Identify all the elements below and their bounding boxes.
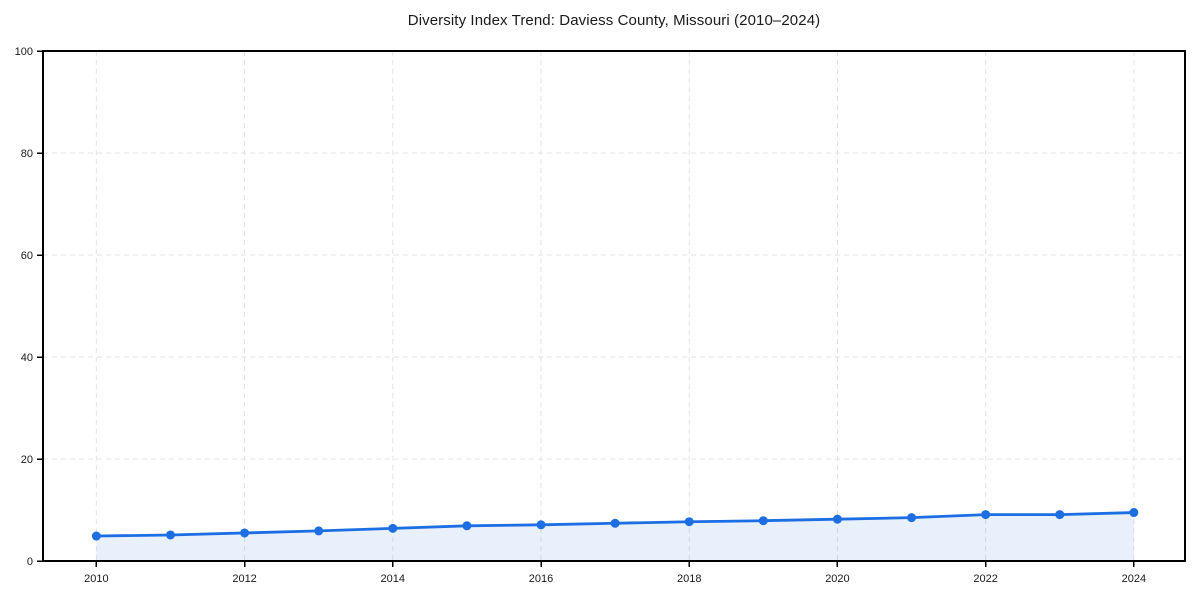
y-tick-label: 80 [21,148,33,160]
x-tick-label: 2016 [529,573,553,585]
x-tick-label: 2018 [677,573,701,585]
x-tick-label: 2022 [973,573,997,585]
chart-title: Diversity Index Trend: Daviess County, M… [407,12,821,29]
y-tick-label: 40 [21,352,33,364]
x-tick-label: 2010 [84,573,108,585]
y-tick-label: 0 [27,556,33,568]
data-point [1129,508,1139,518]
data-point [240,528,250,538]
x-tick-label: 2020 [825,573,849,585]
data-point [165,530,175,540]
y-tick-label: 60 [21,250,33,262]
plot-border [42,50,1186,562]
data-point [907,513,917,523]
data-point [388,523,398,533]
x-tick-label: 2012 [232,573,256,585]
data-point [462,521,472,531]
data-point [91,531,101,541]
y-tick-label: 100 [15,46,33,58]
data-point [981,510,991,520]
data-point [758,516,768,526]
data-point [1055,510,1065,520]
area-fill [96,512,1134,561]
x-tick-label: 2024 [1122,573,1146,585]
x-tick-label: 2014 [381,573,405,585]
data-point [684,517,694,527]
data-point [314,526,324,536]
y-tick-label: 20 [21,454,33,466]
data-point [832,514,842,524]
data-point [610,518,620,528]
data-point [536,520,546,530]
